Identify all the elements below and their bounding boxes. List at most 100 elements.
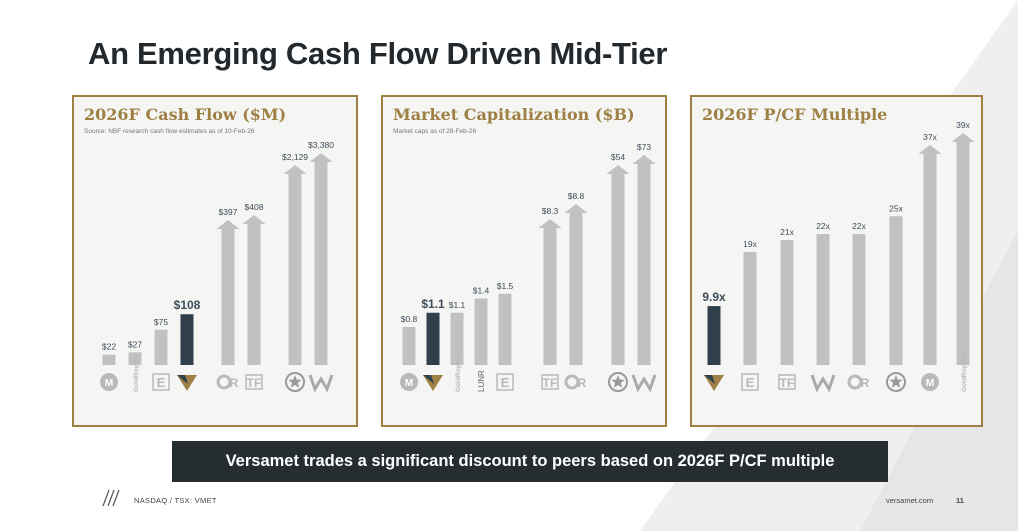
data-label: 21x xyxy=(780,227,794,237)
bar xyxy=(474,298,488,365)
bar xyxy=(247,224,261,365)
data-label: $0.8 xyxy=(401,314,418,324)
svg-text:GoldRoyalty: GoldRoyalty xyxy=(961,353,968,392)
bar xyxy=(402,327,416,365)
bar xyxy=(569,213,583,365)
svg-text:LUNR: LUNR xyxy=(477,370,486,392)
bar xyxy=(450,312,464,365)
metalla-icon: M xyxy=(921,373,939,391)
bar xyxy=(611,174,625,365)
data-label: $108 xyxy=(174,298,201,312)
lunr-icon: LUNR xyxy=(477,370,486,392)
data-label: $3,380 xyxy=(308,140,334,150)
svg-text:E: E xyxy=(746,375,755,390)
data-label: 9.9x xyxy=(702,290,726,304)
svg-text:TF: TF xyxy=(543,376,558,390)
osisko-icon: R xyxy=(216,374,239,390)
data-label: $397 xyxy=(219,207,238,217)
svg-text:R: R xyxy=(230,376,239,390)
versamet-logo-icon xyxy=(102,489,120,507)
data-label: $1.5 xyxy=(497,281,514,291)
bar-arrow-head xyxy=(951,132,975,142)
bar-arrow-head xyxy=(606,165,630,174)
versamet-icon xyxy=(177,375,197,391)
highlight-bar xyxy=(707,306,721,365)
data-label: 37x xyxy=(923,132,937,142)
website-label: versamet.com xyxy=(886,496,934,505)
cash-flow-chart: $22 M $27 GoldRoyalty $75 E $108 $397 R $408 TF $2,… xyxy=(100,140,334,393)
bar xyxy=(498,293,512,365)
svg-text:TF: TF xyxy=(780,376,795,390)
pcf-multiple-panel: 2026F P/CF Multiple 9.9x 19x E 21x TF 22x 22x R… xyxy=(690,95,983,427)
highlight-bar xyxy=(426,312,440,365)
gold-royalty-icon: GoldRoyalty xyxy=(961,353,968,392)
data-label: $8.3 xyxy=(542,206,559,216)
data-label: 25x xyxy=(889,203,903,213)
pcf-multiple-chart: 9.9x 19x E 21x TF 22x 22x R 25x 37x M 39x GoldRoyalt… xyxy=(702,120,975,393)
bar xyxy=(956,141,970,365)
bar xyxy=(923,153,937,365)
data-label: $27 xyxy=(128,339,142,349)
page-number: 11 xyxy=(956,496,964,505)
bar-arrow-head xyxy=(538,219,562,228)
gold-royalty-icon: GoldRoyalty xyxy=(455,353,462,392)
wheaton-icon xyxy=(631,374,657,393)
wheaton-icon xyxy=(308,374,334,393)
triple-flag-icon: TF xyxy=(541,374,559,390)
chart-title: 2026F Cash Flow ($M) xyxy=(84,105,287,124)
bar xyxy=(852,234,866,365)
gold-royalty-icon: GoldRoyalty xyxy=(133,353,140,392)
bar xyxy=(637,163,651,365)
ticker-label: NASDAQ / TSX: VMET xyxy=(134,496,217,505)
bar xyxy=(543,228,557,365)
highlight-bar xyxy=(180,314,194,365)
bar xyxy=(889,216,903,365)
franco-nevada-icon xyxy=(886,372,906,392)
data-label: $2,129 xyxy=(282,152,308,162)
bar-arrow-head xyxy=(216,220,240,229)
data-label: 22x xyxy=(816,221,830,231)
cash-flow-panel: 2026F Cash Flow ($M) Source: NBF researc… xyxy=(72,95,358,427)
osisko-icon: R xyxy=(847,374,870,390)
data-label: $1.1 xyxy=(421,297,445,311)
chart-subtitle: Source: NBF research cash flow estimates… xyxy=(84,128,255,135)
page-title: An Emerging Cash Flow Driven Mid-Tier xyxy=(88,36,668,71)
bar xyxy=(128,352,142,365)
bar-arrow-head xyxy=(283,165,307,174)
data-label: $1.1 xyxy=(449,300,466,310)
svg-text:M: M xyxy=(105,378,113,389)
triple-flag-icon: TF xyxy=(245,374,263,390)
elemental-icon: E xyxy=(741,373,759,391)
data-label: $75 xyxy=(154,317,168,327)
triple-flag-icon: TF xyxy=(778,374,796,390)
metalla-icon: M xyxy=(100,373,118,391)
data-label: $54 xyxy=(611,152,625,162)
bar xyxy=(780,240,794,365)
bar-arrow-head xyxy=(242,215,266,225)
svg-text:GoldRoyalty: GoldRoyalty xyxy=(455,353,462,392)
svg-text:GoldRoyalty: GoldRoyalty xyxy=(133,353,140,392)
market-cap-chart: $0.8 M $1.1 $1.1 GoldRoyalty $1.4 LUNR $1.5 E $8.… xyxy=(400,142,657,393)
data-label: $73 xyxy=(637,142,651,152)
svg-text:M: M xyxy=(926,378,934,389)
bar-arrow-head xyxy=(309,152,333,162)
elemental-icon: E xyxy=(152,373,170,391)
wheaton-icon xyxy=(810,374,836,393)
bar-arrow-head xyxy=(564,204,588,213)
bar xyxy=(743,251,757,365)
franco-nevada-icon xyxy=(608,372,628,392)
market-cap-panel: Market Capitalization ($B) Market caps a… xyxy=(381,95,667,427)
svg-text:R: R xyxy=(578,376,587,390)
svg-text:M: M xyxy=(405,378,413,389)
data-label: $408 xyxy=(245,202,264,212)
svg-text:E: E xyxy=(501,375,510,390)
data-label: $1.4 xyxy=(473,286,490,296)
versamet-icon xyxy=(423,375,443,391)
bar xyxy=(154,329,168,365)
versamet-icon xyxy=(704,375,724,391)
bar xyxy=(221,229,235,365)
bar xyxy=(288,174,302,365)
data-label: $8.8 xyxy=(568,191,585,201)
bar-arrow-head xyxy=(632,154,656,164)
chart-title: Market Capitalization ($B) xyxy=(393,105,635,124)
